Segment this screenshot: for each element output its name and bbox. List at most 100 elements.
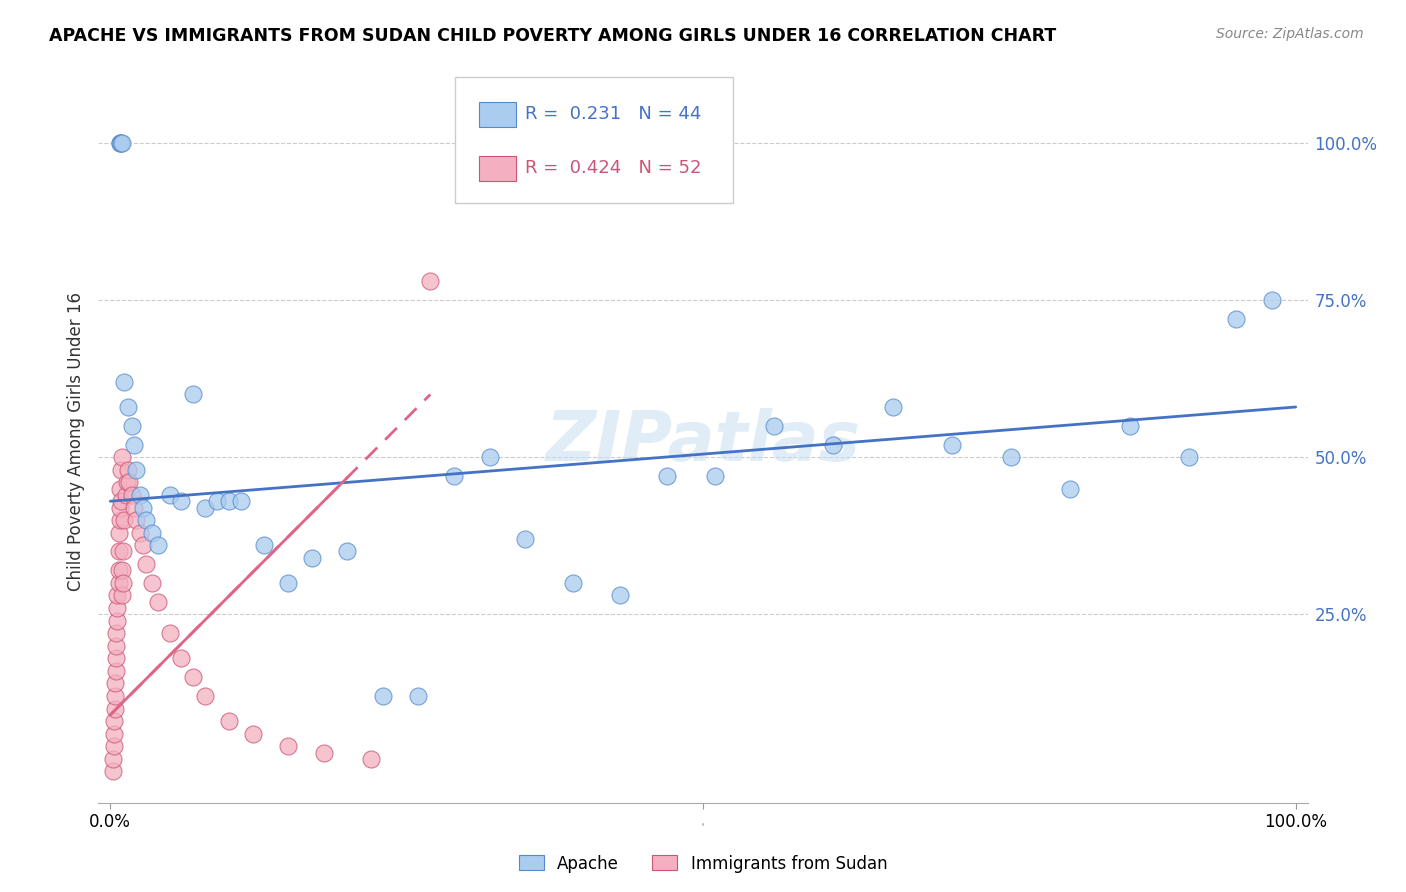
Point bbox=[181, 387, 204, 401]
Point bbox=[146, 538, 169, 552]
Point bbox=[218, 714, 240, 728]
Point bbox=[141, 575, 163, 590]
Point bbox=[104, 689, 127, 703]
Point bbox=[135, 513, 157, 527]
Text: Source: ZipAtlas.com: Source: ZipAtlas.com bbox=[1216, 27, 1364, 41]
Point bbox=[117, 463, 139, 477]
Point bbox=[159, 488, 181, 502]
Point bbox=[121, 418, 143, 433]
Point bbox=[941, 438, 963, 452]
Point bbox=[703, 469, 725, 483]
Point bbox=[112, 575, 135, 590]
Point bbox=[1178, 450, 1201, 465]
Point bbox=[105, 601, 128, 615]
Point bbox=[125, 463, 148, 477]
Point bbox=[657, 469, 679, 483]
Point bbox=[443, 469, 465, 483]
Text: R =  0.231   N = 44: R = 0.231 N = 44 bbox=[526, 105, 702, 123]
Point bbox=[110, 494, 132, 508]
Point bbox=[253, 538, 276, 552]
Point bbox=[882, 400, 904, 414]
Point bbox=[205, 494, 228, 508]
Point bbox=[108, 482, 131, 496]
Point bbox=[114, 488, 136, 502]
Point bbox=[104, 676, 127, 690]
Bar bbox=[479, 102, 516, 128]
Legend: Apache, Immigrants from Sudan: Apache, Immigrants from Sudan bbox=[512, 848, 894, 880]
Point bbox=[117, 400, 139, 414]
Point bbox=[763, 418, 786, 433]
Point bbox=[129, 488, 152, 502]
Text: R =  0.424   N = 52: R = 0.424 N = 52 bbox=[526, 160, 702, 178]
Point bbox=[478, 450, 501, 465]
Point bbox=[823, 438, 845, 452]
Point bbox=[277, 739, 299, 754]
Point bbox=[108, 136, 131, 150]
Point bbox=[1225, 312, 1247, 326]
Point bbox=[105, 614, 128, 628]
Point bbox=[132, 538, 155, 552]
Point bbox=[108, 513, 131, 527]
Point bbox=[170, 651, 193, 665]
Point bbox=[129, 525, 152, 540]
Point bbox=[146, 595, 169, 609]
Point bbox=[112, 544, 135, 558]
Point bbox=[101, 764, 124, 779]
Point bbox=[1261, 293, 1284, 308]
Point bbox=[159, 626, 181, 640]
Point bbox=[371, 689, 394, 703]
Bar bbox=[479, 156, 516, 181]
Point bbox=[103, 727, 125, 741]
FancyBboxPatch shape bbox=[456, 77, 734, 203]
Point bbox=[107, 563, 129, 577]
Point bbox=[181, 670, 204, 684]
Point bbox=[105, 664, 128, 678]
Point bbox=[105, 639, 128, 653]
Point bbox=[108, 136, 131, 150]
Y-axis label: Child Poverty Among Girls Under 16: Child Poverty Among Girls Under 16 bbox=[66, 292, 84, 591]
Point bbox=[561, 575, 583, 590]
Point bbox=[105, 589, 128, 603]
Point bbox=[515, 532, 537, 546]
Point bbox=[111, 136, 134, 150]
Point bbox=[170, 494, 193, 508]
Point bbox=[114, 375, 136, 389]
Point bbox=[277, 575, 299, 590]
Point bbox=[105, 651, 128, 665]
Point bbox=[103, 714, 125, 728]
Point bbox=[103, 739, 125, 754]
Point bbox=[107, 544, 129, 558]
Point bbox=[110, 463, 132, 477]
Point bbox=[114, 513, 136, 527]
Point bbox=[111, 450, 134, 465]
Text: ZIPatlas: ZIPatlas bbox=[546, 408, 860, 475]
Point bbox=[105, 626, 128, 640]
Point bbox=[132, 500, 155, 515]
Point bbox=[110, 136, 132, 150]
Point bbox=[360, 752, 382, 766]
Point bbox=[104, 701, 127, 715]
Text: APACHE VS IMMIGRANTS FROM SUDAN CHILD POVERTY AMONG GIRLS UNDER 16 CORRELATION C: APACHE VS IMMIGRANTS FROM SUDAN CHILD PO… bbox=[49, 27, 1056, 45]
Point bbox=[122, 500, 145, 515]
Point bbox=[121, 488, 143, 502]
Point bbox=[229, 494, 252, 508]
Point bbox=[301, 550, 323, 565]
Point bbox=[1119, 418, 1142, 433]
Point bbox=[1000, 450, 1022, 465]
Point bbox=[135, 557, 157, 571]
Point bbox=[107, 525, 129, 540]
Point bbox=[115, 475, 138, 490]
Point bbox=[218, 494, 240, 508]
Point bbox=[111, 563, 134, 577]
Point bbox=[111, 589, 134, 603]
Point bbox=[1059, 482, 1081, 496]
Point bbox=[242, 727, 264, 741]
Point bbox=[141, 525, 163, 540]
Point bbox=[107, 575, 129, 590]
Point bbox=[609, 589, 631, 603]
Point bbox=[419, 274, 441, 288]
Point bbox=[194, 689, 217, 703]
Point bbox=[336, 544, 359, 558]
Point bbox=[118, 475, 141, 490]
Point bbox=[408, 689, 430, 703]
